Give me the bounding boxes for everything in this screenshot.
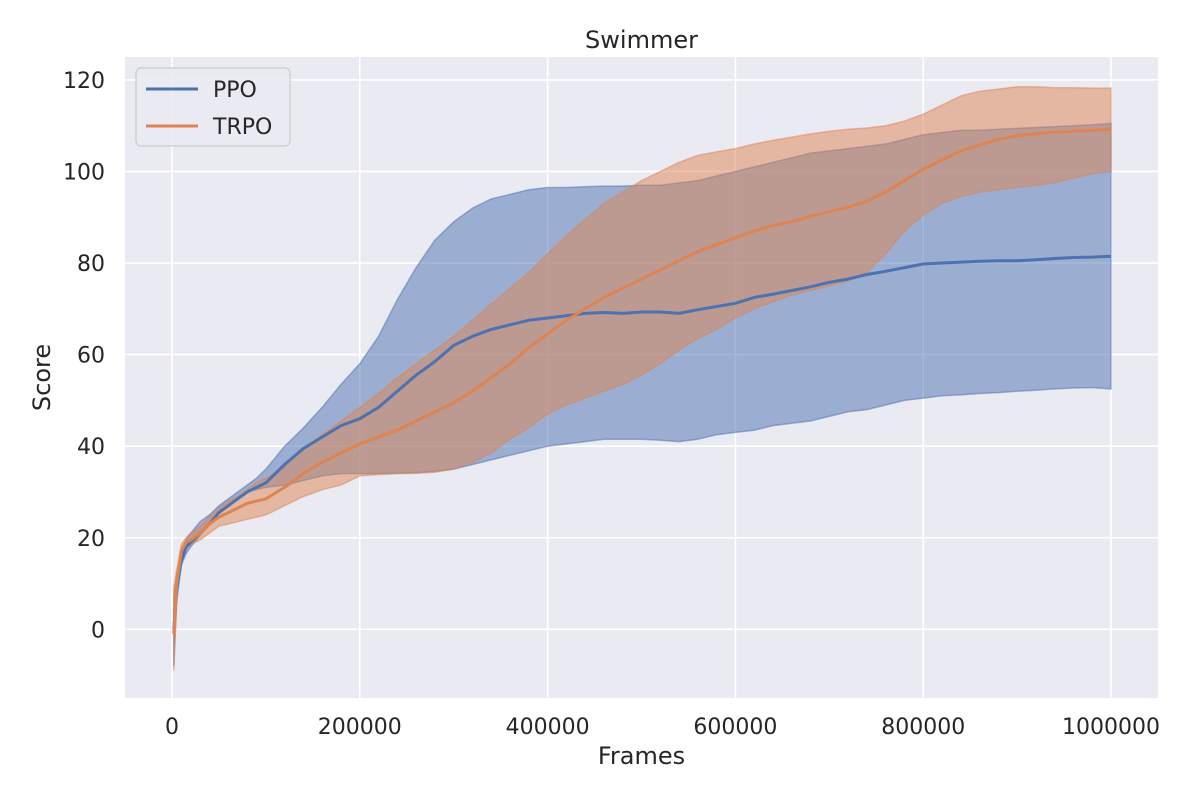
y-tick-label: 0 xyxy=(91,618,105,643)
tick-labels: 0 200000 400000 600000 800000 1000000 0 20 40 60 8… xyxy=(63,69,1160,740)
chart-title: Swimmer xyxy=(585,26,698,54)
x-tick-label: 400000 xyxy=(506,715,590,740)
series-layer xyxy=(172,86,1112,671)
x-tick-label: 1000000 xyxy=(1062,715,1160,740)
legend-label-trpo: TRPO xyxy=(212,115,272,140)
x-axis-label: Frames xyxy=(598,742,685,770)
y-tick-label: 120 xyxy=(63,69,105,94)
y-tick-label: 20 xyxy=(77,527,105,552)
x-tick-label: 600000 xyxy=(693,715,777,740)
x-tick-label: 200000 xyxy=(318,715,402,740)
y-tick-label: 100 xyxy=(63,160,105,185)
y-tick-label: 40 xyxy=(77,435,105,460)
x-tick-label: 0 xyxy=(165,715,179,740)
legend-label-ppo: PPO xyxy=(213,78,257,103)
band-trpo xyxy=(173,86,1112,671)
y-tick-label: 80 xyxy=(77,252,105,277)
x-tick-label: 800000 xyxy=(881,715,965,740)
y-tick-label: 60 xyxy=(77,344,105,369)
y-axis-label: Score xyxy=(28,344,56,411)
line-trpo xyxy=(172,127,1112,634)
legend: PPO TRPO xyxy=(135,67,291,147)
